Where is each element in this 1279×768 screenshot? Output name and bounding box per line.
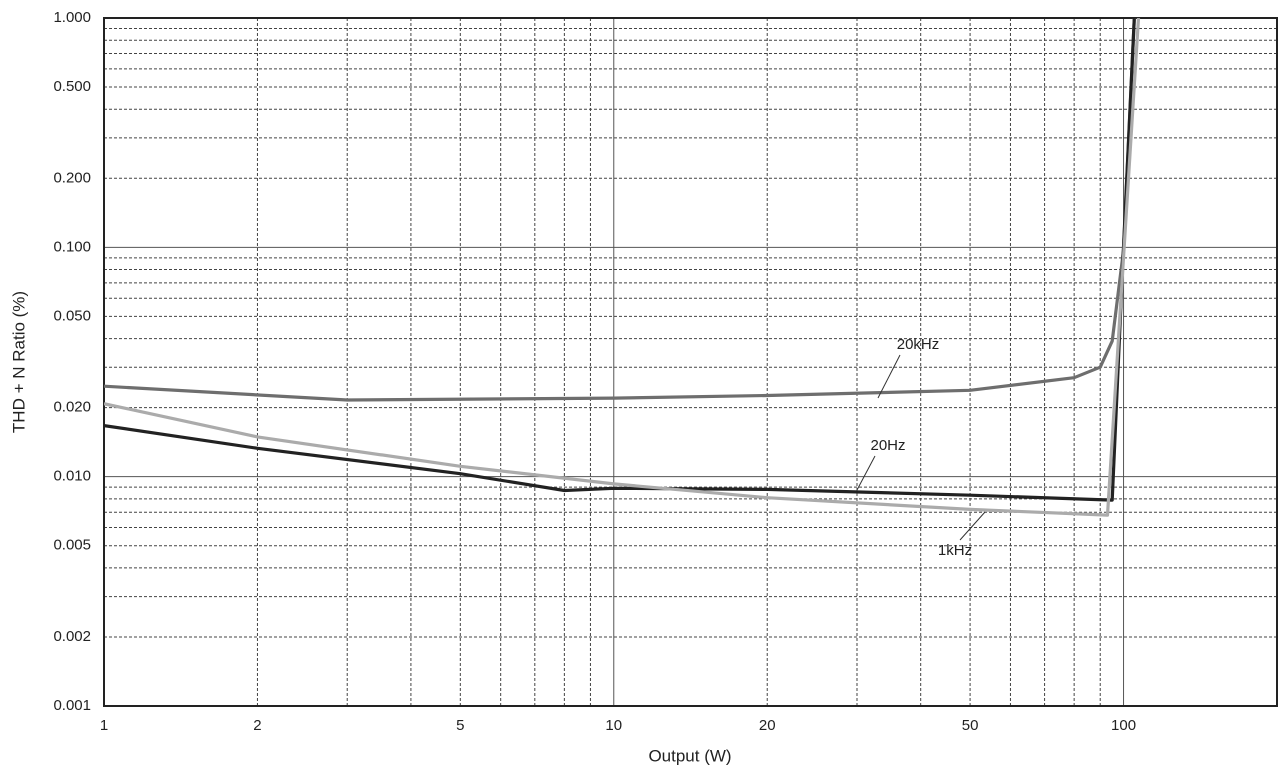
- y-tick-label: 0.050: [53, 307, 91, 324]
- y-axis-title: THD + N Ratio (%): [9, 291, 28, 433]
- series-label: 1kHz: [938, 542, 972, 559]
- y-tick-label: 0.010: [53, 468, 91, 485]
- y-tick-label: 0.001: [53, 697, 91, 714]
- line-series: [104, 18, 1141, 517]
- series-label: 20kHz: [897, 336, 940, 353]
- plot-frame: [103, 17, 1278, 707]
- y-tick-label: 0.005: [53, 537, 91, 554]
- x-tick-label: 2: [253, 717, 261, 734]
- x-tick-label: 10: [605, 717, 622, 734]
- x-tick-label: 20: [759, 717, 776, 734]
- y-tick-label: 0.200: [53, 169, 91, 186]
- x-tick-label: 50: [962, 717, 979, 734]
- x-tick-label: 1: [100, 717, 108, 734]
- leader-line: [856, 455, 876, 491]
- line-series: [104, 18, 1136, 402]
- x-tick-label: 5: [456, 717, 464, 734]
- leader-line: [959, 511, 986, 541]
- y-tick-label: 1.000: [53, 9, 91, 26]
- y-tick-label: 0.020: [53, 399, 91, 416]
- series-label: 20Hz: [870, 437, 905, 454]
- y-tick-label: 0.002: [53, 628, 91, 645]
- y-tick-label: 0.500: [53, 78, 91, 95]
- line-series: [104, 18, 1136, 502]
- x-axis-title: Output (W): [648, 746, 731, 765]
- y-tick-label: 0.100: [53, 238, 91, 255]
- leader-line: [877, 354, 901, 399]
- x-tick-label: 100: [1111, 717, 1136, 734]
